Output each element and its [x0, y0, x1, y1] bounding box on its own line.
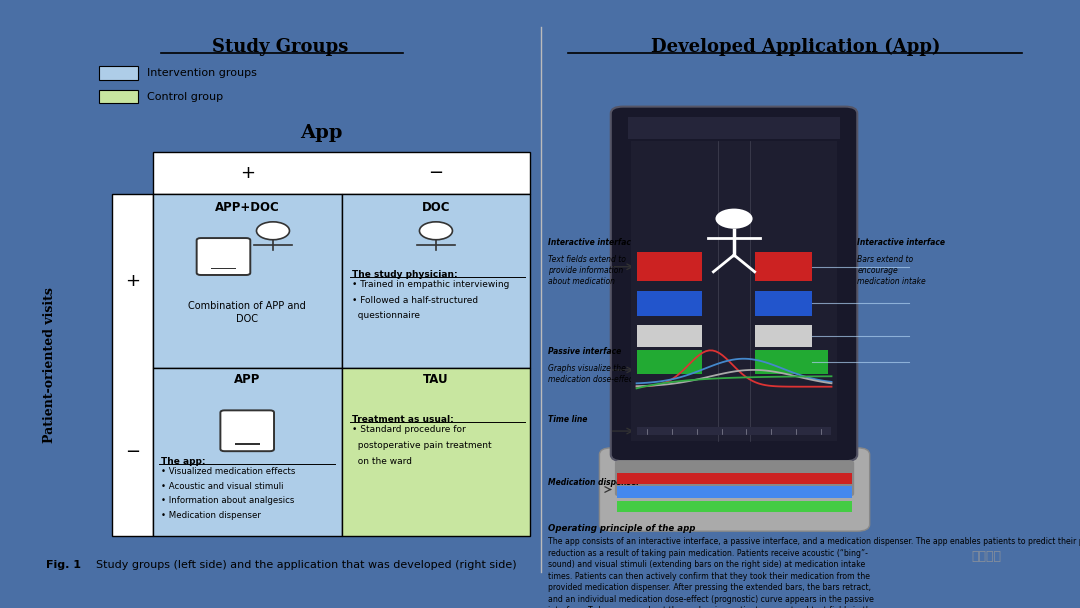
FancyBboxPatch shape — [99, 90, 138, 103]
FancyBboxPatch shape — [611, 106, 858, 461]
Text: Study Groups: Study Groups — [212, 38, 348, 56]
Text: APP+DOC: APP+DOC — [215, 201, 280, 214]
Bar — [755, 325, 812, 347]
Bar — [636, 325, 702, 347]
FancyBboxPatch shape — [153, 368, 341, 536]
Text: Intervention groups: Intervention groups — [147, 68, 257, 78]
Text: • Trained in empathic interviewing: • Trained in empathic interviewing — [352, 280, 510, 289]
Circle shape — [256, 222, 289, 240]
Text: • Standard procedure for: • Standard procedure for — [352, 426, 465, 435]
Text: Interactive interface: Interactive interface — [548, 238, 636, 247]
FancyBboxPatch shape — [341, 195, 530, 368]
Bar — [617, 486, 852, 497]
Bar — [636, 350, 702, 373]
Text: Control group: Control group — [147, 92, 222, 102]
Text: on the ward: on the ward — [352, 457, 411, 466]
Text: +: + — [124, 272, 139, 290]
Circle shape — [715, 209, 753, 229]
FancyBboxPatch shape — [153, 195, 341, 368]
Text: • Acoustic and visual stimuli: • Acoustic and visual stimuli — [161, 482, 284, 491]
FancyBboxPatch shape — [615, 460, 854, 497]
Text: −: − — [429, 164, 444, 182]
FancyBboxPatch shape — [599, 448, 869, 531]
FancyBboxPatch shape — [341, 368, 530, 536]
Text: • Medication dispenser: • Medication dispenser — [161, 511, 261, 520]
FancyBboxPatch shape — [197, 238, 251, 275]
Text: Operating principle of the app: Operating principle of the app — [548, 525, 696, 533]
Text: APP: APP — [234, 373, 260, 387]
Text: Medication dispenser: Medication dispenser — [548, 478, 639, 486]
Bar — [755, 252, 812, 282]
Bar — [211, 268, 235, 269]
Bar — [617, 501, 852, 512]
Text: • Information about analgesics: • Information about analgesics — [161, 497, 295, 505]
Text: DOC: DOC — [421, 201, 450, 214]
Bar — [636, 427, 832, 435]
Text: Fig. 1: Fig. 1 — [45, 561, 81, 570]
Text: Combination of APP and
DOC: Combination of APP and DOC — [188, 301, 306, 324]
Bar — [636, 252, 702, 282]
Text: Passive interface: Passive interface — [548, 347, 621, 356]
Bar — [629, 117, 840, 139]
FancyBboxPatch shape — [153, 153, 530, 195]
Text: Interactive interface: Interactive interface — [858, 238, 945, 247]
Text: TAU: TAU — [423, 373, 449, 387]
Text: +: + — [240, 164, 255, 182]
Bar — [617, 473, 852, 484]
Bar — [755, 350, 828, 373]
Text: Patient-oriented visits: Patient-oriented visits — [43, 287, 56, 443]
Text: Bars extend to
encourage
medication intake: Bars extend to encourage medication inta… — [858, 255, 926, 286]
Text: The app consists of an interactive interface, a passive interface, and a medicat: The app consists of an interactive inter… — [548, 537, 1080, 608]
Text: 醒美王兰: 醒美王兰 — [972, 550, 1001, 563]
Text: • Followed a half-structured: • Followed a half-structured — [352, 295, 478, 305]
Text: Study groups (left side) and the application that was developed (right side): Study groups (left side) and the applica… — [89, 561, 516, 570]
Bar — [636, 291, 702, 316]
Text: postoperative pain treatment: postoperative pain treatment — [352, 441, 491, 450]
Text: −: − — [124, 443, 139, 461]
Bar — [755, 291, 812, 316]
Text: Text fields extend to
provide information
about medication: Text fields extend to provide informatio… — [548, 255, 625, 286]
Text: Time line: Time line — [548, 415, 588, 424]
Text: App: App — [300, 124, 342, 142]
FancyBboxPatch shape — [99, 66, 138, 80]
FancyBboxPatch shape — [111, 195, 153, 536]
Text: Treatment as usual:: Treatment as usual: — [352, 415, 454, 424]
Bar — [234, 443, 259, 445]
Text: questionnaire: questionnaire — [352, 311, 420, 320]
Text: Developed Application (App): Developed Application (App) — [650, 38, 941, 56]
FancyBboxPatch shape — [220, 410, 274, 451]
Bar — [632, 141, 837, 441]
Text: The study physician:: The study physician: — [352, 270, 458, 279]
Text: The app:: The app: — [161, 457, 205, 466]
Circle shape — [419, 222, 453, 240]
Text: Graphs visualize the
medication dose-effect: Graphs visualize the medication dose-eff… — [548, 364, 636, 384]
Text: • Visualized medication effects: • Visualized medication effects — [161, 468, 296, 477]
